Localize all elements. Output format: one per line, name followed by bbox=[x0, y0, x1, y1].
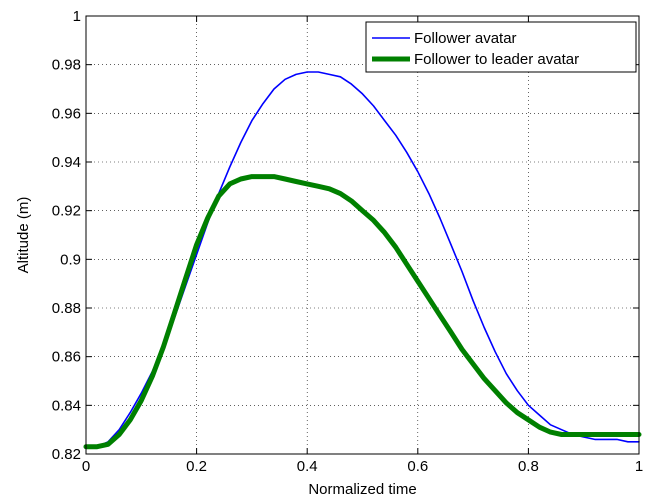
ticks-group bbox=[85, 15, 640, 455]
series-line-follower-to-leader-avatar bbox=[83, 174, 642, 450]
y-tick-label: 1 bbox=[73, 8, 81, 25]
x-tick-label: 0 bbox=[82, 458, 90, 475]
legend-box bbox=[365, 21, 637, 73]
plot-frame bbox=[85, 15, 640, 455]
x-tick-label: 0.8 bbox=[518, 458, 539, 475]
legend-label-follower-to-leader-avatar: Follower to leader avatar bbox=[414, 51, 579, 68]
y-tick-label: 0.86 bbox=[52, 349, 81, 366]
x-tick-label: 0.2 bbox=[186, 458, 207, 475]
x-tick-label: 0.6 bbox=[407, 458, 428, 475]
y-tick-label: 0.96 bbox=[52, 105, 81, 122]
y-axis-label: Altitude (m) bbox=[15, 197, 32, 274]
y-tick-label: 0.98 bbox=[52, 57, 81, 74]
y-tick-label: 0.84 bbox=[52, 397, 81, 414]
x-axis-label: Normalized time bbox=[308, 481, 416, 498]
series-group bbox=[83, 71, 642, 450]
y-tick-label: 0.94 bbox=[52, 154, 81, 171]
y-tick-label: 0.82 bbox=[52, 446, 81, 463]
x-tick-label: 0.4 bbox=[297, 458, 318, 475]
x-tick-labels: 0 0.2 0.4 0.6 0.8 1 bbox=[82, 458, 643, 475]
y-tick-label: 0.88 bbox=[52, 300, 81, 317]
legend-label-follower-avatar: Follower avatar bbox=[414, 30, 517, 47]
x-tick-label: 1 bbox=[635, 458, 643, 475]
y-tick-label: 0.9 bbox=[60, 251, 81, 268]
y-tick-label: 0.92 bbox=[52, 203, 81, 220]
legend: Follower avatar Follower to leader avata… bbox=[365, 21, 637, 73]
y-tick-labels: 0.82 0.84 0.86 0.88 0.9 0.92 0.94 0.96 0.98 1 bbox=[52, 8, 81, 463]
